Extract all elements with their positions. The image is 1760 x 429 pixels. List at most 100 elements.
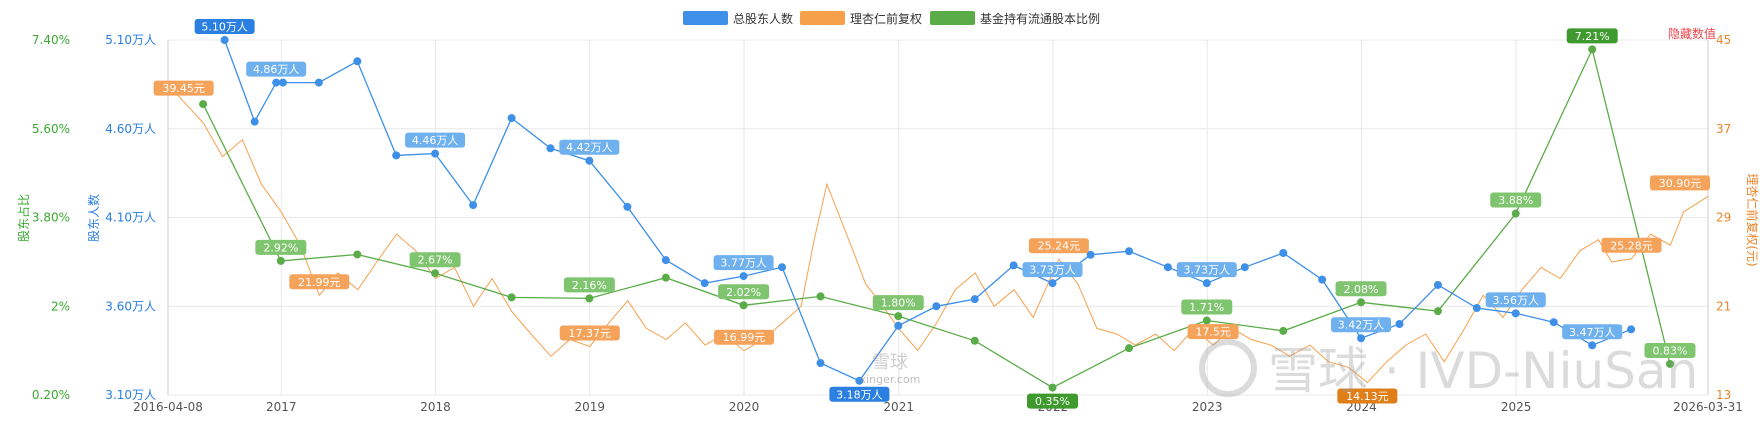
data-label-bg: [559, 139, 620, 155]
data-point-fund[interactable]: [970, 336, 979, 345]
data-point-holders[interactable]: [431, 149, 440, 158]
data-label-bg: [1490, 192, 1542, 208]
data-point-fund[interactable]: [276, 256, 285, 265]
data-point-holders[interactable]: [250, 117, 259, 126]
data-point-holders[interactable]: [1395, 320, 1404, 328]
data-point-holders[interactable]: [1009, 261, 1018, 270]
data-label-text: 17.37元: [569, 327, 612, 340]
data-point-fund[interactable]: [1433, 307, 1442, 316]
legend-swatch-fund: [930, 11, 975, 25]
data-point-holders[interactable]: [1549, 318, 1558, 327]
data-point-holders[interactable]: [894, 321, 903, 330]
data-point-holders[interactable]: [314, 78, 323, 87]
data-point-fund[interactable]: [816, 292, 825, 301]
data-point-holders[interactable]: [1627, 325, 1636, 334]
data-point-holders[interactable]: [1202, 279, 1211, 288]
data-point-holders[interactable]: [1472, 304, 1481, 313]
data-point-holders[interactable]: [1086, 250, 1095, 259]
data-label-bg: [246, 61, 307, 77]
data-point-fund[interactable]: [1279, 326, 1288, 335]
data-point-holders[interactable]: [353, 57, 362, 66]
data-label-text: 39.45元: [162, 82, 205, 95]
data-point-holders[interactable]: [932, 302, 941, 311]
legend-swatch-price: [800, 11, 845, 25]
data-point-holders[interactable]: [1511, 309, 1520, 318]
data-point-holders[interactable]: [1357, 334, 1366, 343]
data-point-holders[interactable]: [855, 376, 864, 385]
data-label-bg: [714, 329, 775, 345]
data-label-text: 2.92%: [263, 241, 298, 254]
data-point-holders[interactable]: [272, 78, 281, 87]
data-point-fund[interactable]: [1202, 316, 1211, 325]
data-point-fund[interactable]: [1511, 209, 1520, 218]
data-point-fund[interactable]: [353, 250, 362, 259]
data-point-holders[interactable]: [1125, 247, 1134, 256]
legend-item-holders[interactable]: 总股东人数: [683, 11, 793, 26]
legend-item-fund[interactable]: 基金持有流通股本比例: [930, 11, 1100, 26]
legend-item-price[interactable]: 理杏仁前复权: [800, 11, 922, 26]
right-axis-tick-label: 13: [1716, 388, 1731, 402]
data-point-holders[interactable]: [507, 114, 516, 123]
data-point-holders[interactable]: [1240, 263, 1249, 272]
data-point-holders[interactable]: [546, 144, 555, 153]
data-label-text: 17.5元: [1195, 326, 1231, 339]
data-point-holders[interactable]: [1163, 263, 1172, 272]
data-point-holders[interactable]: [1318, 275, 1327, 284]
data-label-text: 2.67%: [418, 254, 453, 267]
data-label-text: 25.28元: [1610, 239, 1653, 252]
data-point-fund[interactable]: [1048, 383, 1057, 392]
data-label-holders: 4.86万人: [246, 61, 307, 77]
data-label-bg: [1187, 324, 1239, 340]
data-label-bg: [1176, 262, 1237, 278]
data-label-bg: [289, 274, 350, 290]
data-point-fund[interactable]: [1588, 45, 1597, 54]
data-label-price: 16.99元: [714, 329, 775, 345]
data-label-text: 25.24元: [1038, 240, 1081, 253]
big-watermark-text: 雪球 · IVD-NiuSan: [1268, 342, 1698, 400]
data-point-fund[interactable]: [894, 312, 903, 321]
data-point-fund[interactable]: [431, 269, 440, 278]
data-point-holders[interactable]: [1588, 341, 1597, 350]
right-axis-tick-label: 21: [1716, 299, 1731, 313]
data-label-bg: [1650, 175, 1710, 191]
data-label-price: 17.37元: [559, 325, 620, 341]
data-label-text: 3.88%: [1498, 194, 1533, 207]
data-point-holders[interactable]: [278, 78, 287, 87]
data-label-price: 17.5元: [1187, 324, 1239, 340]
data-label-bg: [1331, 317, 1392, 333]
mid-axis-tick-label: 3.10万人: [105, 388, 156, 402]
data-point-holders[interactable]: [739, 272, 748, 281]
data-point-holders[interactable]: [623, 202, 632, 211]
data-point-fund[interactable]: [507, 293, 516, 302]
data-label-text: 0.83%: [1652, 344, 1687, 357]
x-axis-tick-label: 2023: [1192, 400, 1223, 414]
data-label-text: 2.02%: [726, 286, 761, 299]
hidden-value-toggle[interactable]: 隐藏数值: [1668, 26, 1716, 41]
data-point-holders[interactable]: [778, 263, 787, 272]
right-axis-tick-label: 37: [1716, 122, 1731, 136]
data-point-holders[interactable]: [816, 359, 825, 368]
data-point-holders[interactable]: [1048, 279, 1057, 288]
data-label-text: 5.10万人: [201, 21, 248, 34]
data-label-fund: 1.71%: [1181, 299, 1233, 315]
data-point-holders[interactable]: [1433, 280, 1442, 289]
data-point-fund[interactable]: [739, 301, 748, 310]
data-point-fund[interactable]: [199, 100, 208, 109]
data-point-holders[interactable]: [970, 295, 979, 304]
data-point-holders[interactable]: [469, 201, 478, 210]
data-point-holders[interactable]: [700, 279, 709, 288]
data-point-holders[interactable]: [220, 36, 229, 44]
data-point-fund[interactable]: [1125, 344, 1134, 353]
data-point-fund[interactable]: [1665, 359, 1674, 368]
x-axis-tick-label: 2025: [1501, 400, 1532, 414]
data-point-holders[interactable]: [1279, 249, 1288, 257]
data-point-holders[interactable]: [585, 156, 594, 165]
data-point-fund[interactable]: [585, 294, 594, 303]
data-label-bg: [409, 252, 461, 268]
data-label-bg: [872, 295, 924, 311]
data-point-fund[interactable]: [661, 273, 670, 282]
data-point-holders[interactable]: [661, 256, 670, 265]
data-label-price: 39.45元: [153, 80, 214, 96]
data-point-holders[interactable]: [392, 151, 401, 160]
data-point-fund[interactable]: [1357, 298, 1366, 307]
